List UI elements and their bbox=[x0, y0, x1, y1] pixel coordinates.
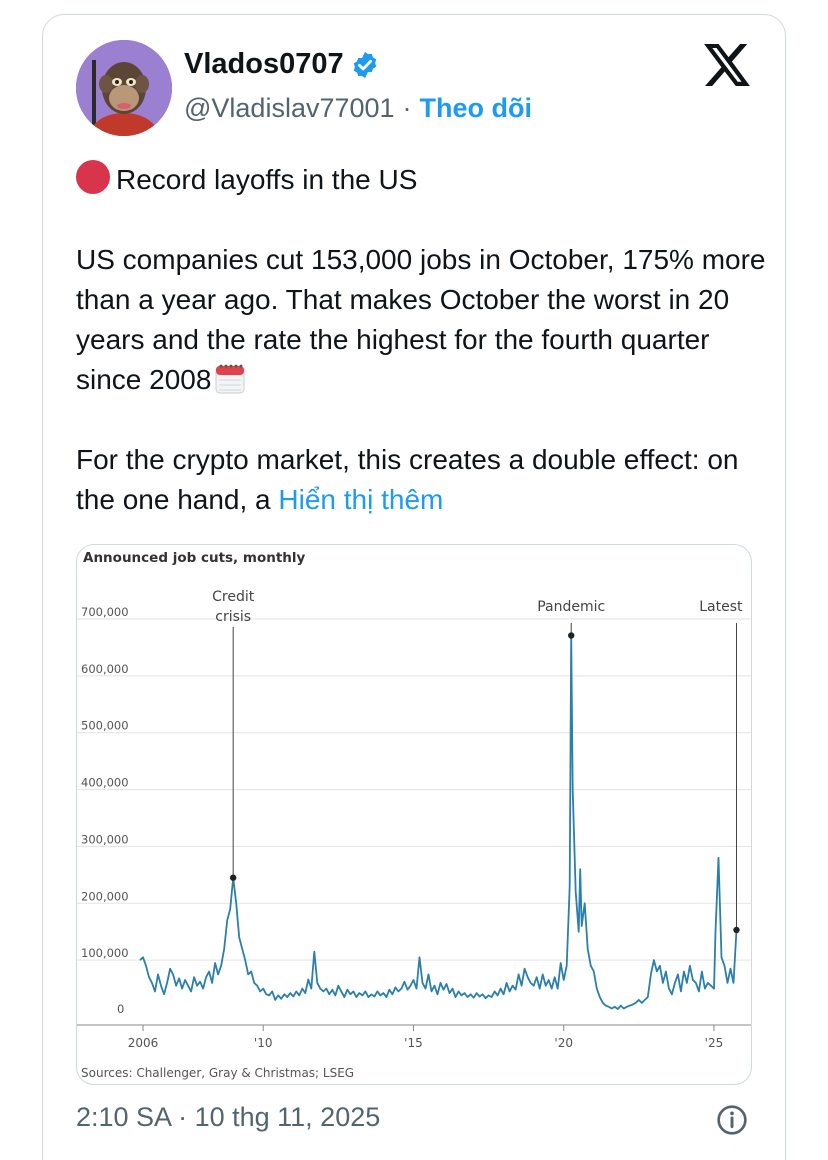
annotation-marker bbox=[733, 926, 740, 934]
x-logo-icon[interactable] bbox=[704, 44, 750, 86]
tweet-timestamp[interactable]: 2:10 SA · 10 thg 11, 2025 bbox=[76, 1102, 381, 1132]
y-tick-label: 700,000 bbox=[81, 605, 129, 619]
chart-y-tick-labels: 0 100,000 200,000 300,000 400,000 500,000 600,… bbox=[81, 605, 129, 1016]
annotation-label: crisis bbox=[215, 609, 251, 625]
x-tick-label: '20 bbox=[554, 1036, 573, 1050]
chart-grid bbox=[77, 618, 751, 961]
job-cuts-chart: Announced job cuts, monthly 0 100,000 200,… bbox=[77, 550, 751, 1080]
y-tick-label: 400,000 bbox=[81, 776, 129, 790]
x-tick-label: '25 bbox=[705, 1036, 724, 1050]
annotation-marker bbox=[229, 874, 237, 881]
annotation-label: Credit bbox=[212, 589, 255, 605]
avatar-image bbox=[76, 40, 172, 136]
author-name[interactable]: Vlados0707 bbox=[184, 48, 344, 80]
show-more-link[interactable]: Hiển thị thêm bbox=[278, 484, 444, 515]
chart-markers bbox=[229, 632, 740, 934]
tweet-paragraph-3: For the crypto market, this creates a do… bbox=[76, 440, 766, 520]
y-tick-label: 300,000 bbox=[81, 832, 129, 846]
chart-series-line bbox=[139, 634, 738, 1010]
tweet-paragraph-3-text: For the crypto market, this creates a do… bbox=[76, 444, 739, 515]
tweet-media-chart[interactable]: Announced job cuts, monthly 0 100,000 200,… bbox=[76, 544, 752, 1085]
info-icon[interactable] bbox=[716, 1104, 748, 1136]
verified-badge-icon bbox=[353, 51, 376, 78]
tweet-line-1: Record layoffs in the US bbox=[76, 160, 766, 200]
tweet-text: Record layoffs in the US US companies cu… bbox=[76, 160, 766, 520]
red-circle-icon bbox=[76, 160, 110, 194]
author-handle[interactable]: @Vladislav77001 bbox=[184, 93, 395, 123]
y-tick-label: 500,000 bbox=[81, 719, 129, 733]
annotation-label: Pandemic bbox=[537, 599, 605, 615]
calendar-icon bbox=[215, 364, 245, 394]
x-tick-label: 2006 bbox=[128, 1036, 159, 1050]
y-tick-label: 0 bbox=[117, 1002, 124, 1016]
author-block: Vlados0707 @Vladislav77001 · Theo dõi bbox=[184, 48, 532, 124]
y-tick-label: 200,000 bbox=[81, 889, 129, 903]
chart-source: Sources: Challenger, Gray & Christmas; L… bbox=[81, 1066, 354, 1080]
y-tick-label: 100,000 bbox=[81, 946, 129, 960]
chart-x-axis: 2006 '10 '15 '20 '25 bbox=[77, 1024, 751, 1050]
annotation-marker bbox=[568, 632, 575, 639]
tweet-paragraph-2-text: US companies cut 153,000 jobs in October… bbox=[76, 244, 766, 395]
tweet-headline: Record layoffs in the US bbox=[116, 164, 418, 195]
x-tick-label: '15 bbox=[404, 1036, 423, 1050]
y-tick-label: 600,000 bbox=[81, 662, 129, 676]
chart-title: Announced job cuts, monthly bbox=[83, 550, 306, 566]
avatar[interactable] bbox=[76, 40, 172, 136]
chart-annotations: Credit crisis Pandemic Latest bbox=[212, 589, 743, 931]
x-tick-label: '10 bbox=[254, 1036, 273, 1050]
tweet-paragraph-2: US companies cut 153,000 jobs in October… bbox=[76, 240, 766, 400]
separator: · bbox=[402, 93, 412, 123]
follow-button[interactable]: Theo dõi bbox=[419, 93, 533, 123]
annotation-label: Latest bbox=[699, 599, 743, 615]
